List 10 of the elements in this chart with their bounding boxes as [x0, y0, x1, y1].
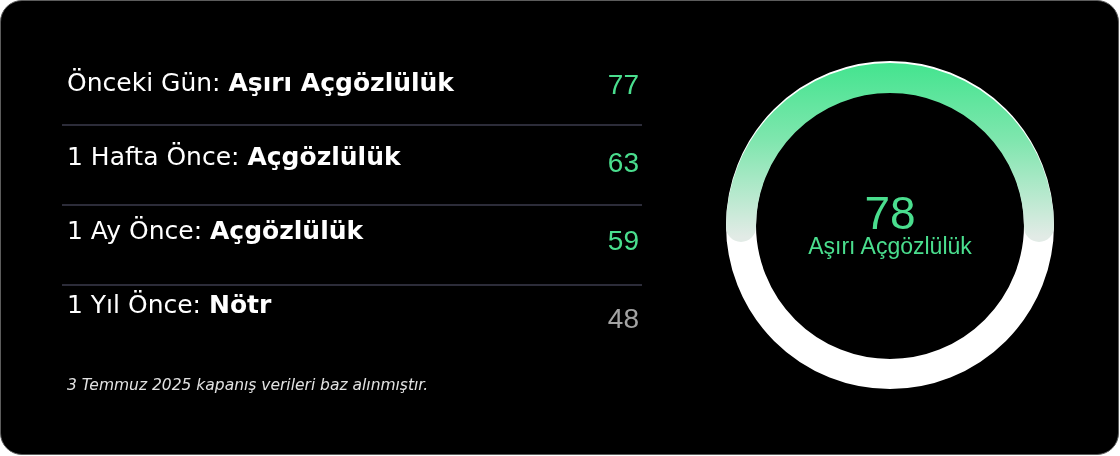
data-label: 77 [607, 68, 639, 100]
category-label: Aşırı Açgözlülük [808, 233, 973, 259]
category-label: 1 Yıl Önce: Nötr [67, 289, 273, 319]
text: 3 Temmuz 2025 kapanış verileri baz alınmıştır. [67, 376, 429, 394]
data-label: 59 [607, 224, 639, 256]
category-label: 1 Ay Önce: Açgözlülük [67, 215, 365, 245]
data-label: 48 [607, 302, 639, 334]
category-label: 1 Hafta Önce: Açgözlülük [67, 141, 402, 171]
category-label: Önceki Gün: Aşırı Açgözlülük [67, 67, 456, 97]
data-label: 63 [607, 146, 639, 178]
